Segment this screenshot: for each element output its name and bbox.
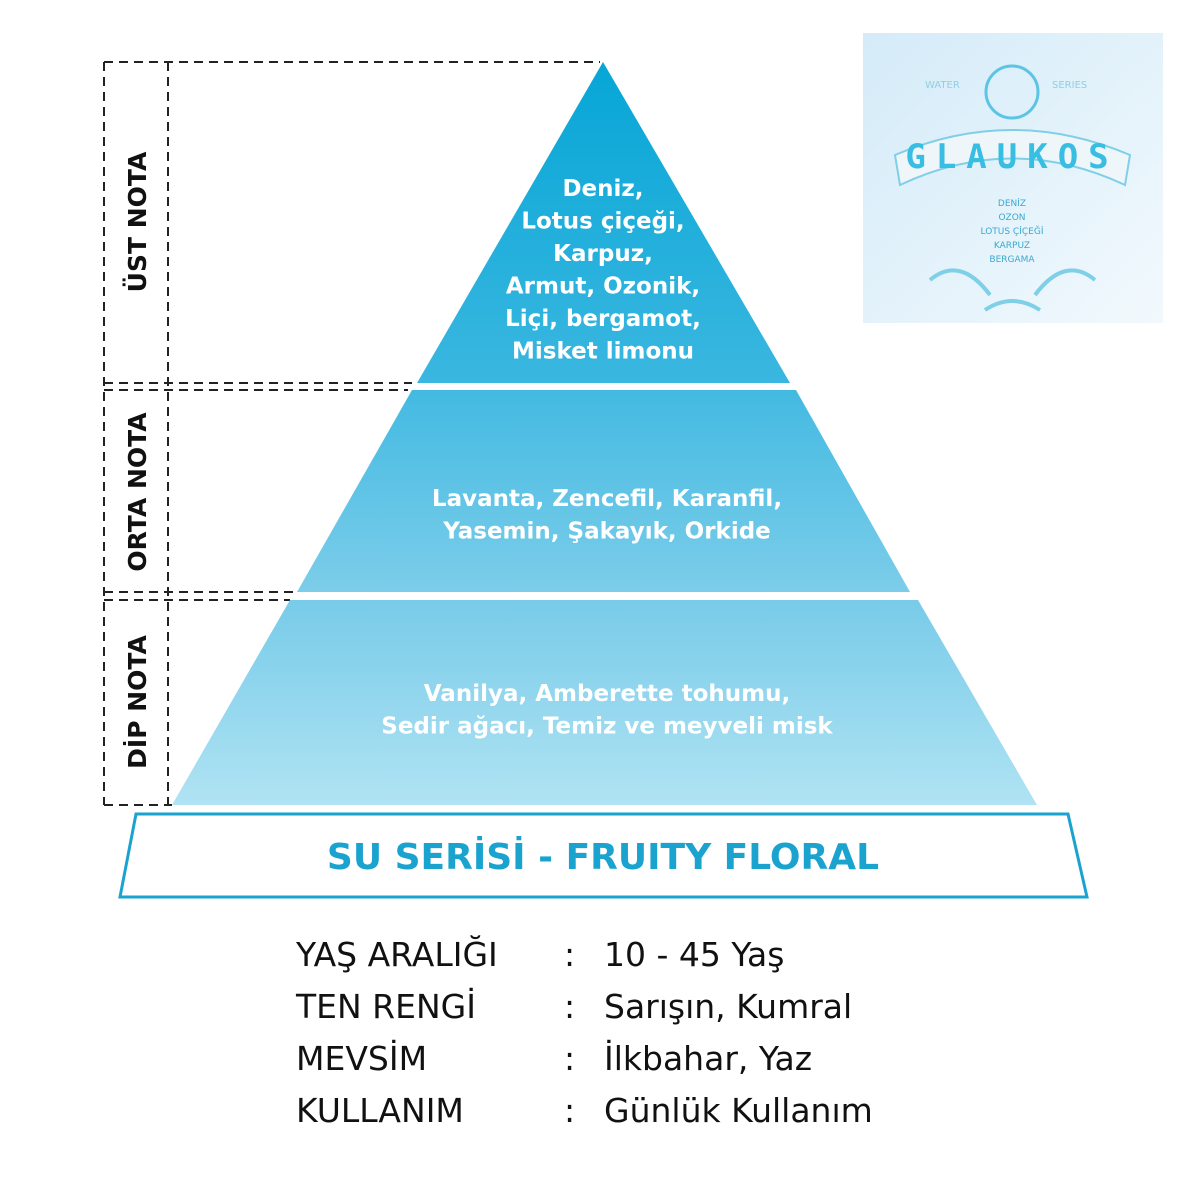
logo-series-right: SERIES	[1052, 80, 1087, 91]
pyramid-bottom-tier	[172, 600, 1037, 805]
info-row: MEVSİM: İlkbahar, Yaz	[296, 1032, 873, 1084]
logo-note: BERGAMA	[989, 255, 1035, 265]
glaukos-logo: GLAUKOS WATER SERIES DENİZ OZON LOTUS ÇİÇE…	[863, 33, 1163, 323]
logo-note: OZON	[998, 213, 1025, 223]
note-line: Lavanta, Zencefil, Karanfil,	[432, 486, 782, 512]
info-key: KULLANIM	[296, 1090, 464, 1130]
note-line: Sedir ağacı, Temiz ve meyveli misk	[381, 714, 833, 740]
dashed-guides	[103, 61, 600, 806]
pyramid-middle-tier	[297, 390, 910, 592]
info-key: YAŞ ARALIĞI	[296, 934, 498, 974]
info-row: YAŞ ARALIĞI:10 - 45 Yaş	[296, 928, 873, 980]
info-key: MEVSİM	[296, 1038, 428, 1078]
middle-note-label: ORTA NOTA	[123, 412, 152, 572]
info-value: 10 - 45 Yaş	[604, 934, 785, 974]
info-row: KULLANIM: Günlük Kullanım	[296, 1084, 873, 1136]
middle-notes: Lavanta, Zencefil, Karanfil, Yasemin, Şak…	[432, 486, 782, 545]
pyramid-base	[118, 812, 1089, 899]
note-line: Lotus çiçeği,	[521, 209, 684, 235]
note-line: Liçi, bergamot,	[505, 306, 701, 332]
info-separator: :	[564, 934, 576, 974]
info-separator: :	[564, 1090, 576, 1130]
info-table: YAŞ ARALIĞI:10 - 45 Yaş TEN RENGİ: Sarışın…	[296, 928, 873, 1136]
pyramid-top-tier	[417, 62, 790, 383]
logo-note: DENİZ	[998, 198, 1026, 209]
info-separator: :	[564, 986, 576, 1026]
note-line: Misket limonu	[512, 339, 694, 365]
info-value: İlkbahar, Yaz	[604, 1038, 813, 1078]
bottom-note-label: DİP NOTA	[122, 634, 152, 768]
logo-series-left: WATER	[925, 80, 960, 91]
info-row: TEN RENGİ: Sarışın, Kumral	[296, 980, 873, 1032]
logo-note: LOTUS ÇİÇEĞİ	[981, 225, 1044, 237]
note-line: Vanilya, Amberette tohumu,	[424, 681, 790, 707]
note-line: Armut, Ozonik,	[506, 274, 700, 300]
note-line: Deniz,	[562, 176, 643, 202]
bottom-notes: Vanilya, Amberette tohumu, Sedir ağacı, T…	[381, 681, 833, 740]
info-separator: :	[564, 1038, 576, 1078]
note-line: Yasemin, Şakayık, Orkide	[442, 519, 771, 545]
note-line: Karpuz,	[553, 241, 653, 267]
info-key: TEN RENGİ	[296, 986, 476, 1026]
logo-note: KARPUZ	[994, 241, 1030, 251]
info-value: Sarışın, Kumral	[604, 986, 853, 1026]
top-note-label: ÜST NOTA	[122, 151, 152, 292]
top-notes: Deniz, Lotus çiçeği, Karpuz, Armut, Ozonik,…	[505, 176, 701, 365]
series-title: SU SERİSİ - FRUITY FLORAL	[327, 836, 879, 878]
info-value: Günlük Kullanım	[604, 1090, 873, 1130]
logo-name: GLAUKOS	[905, 137, 1118, 177]
